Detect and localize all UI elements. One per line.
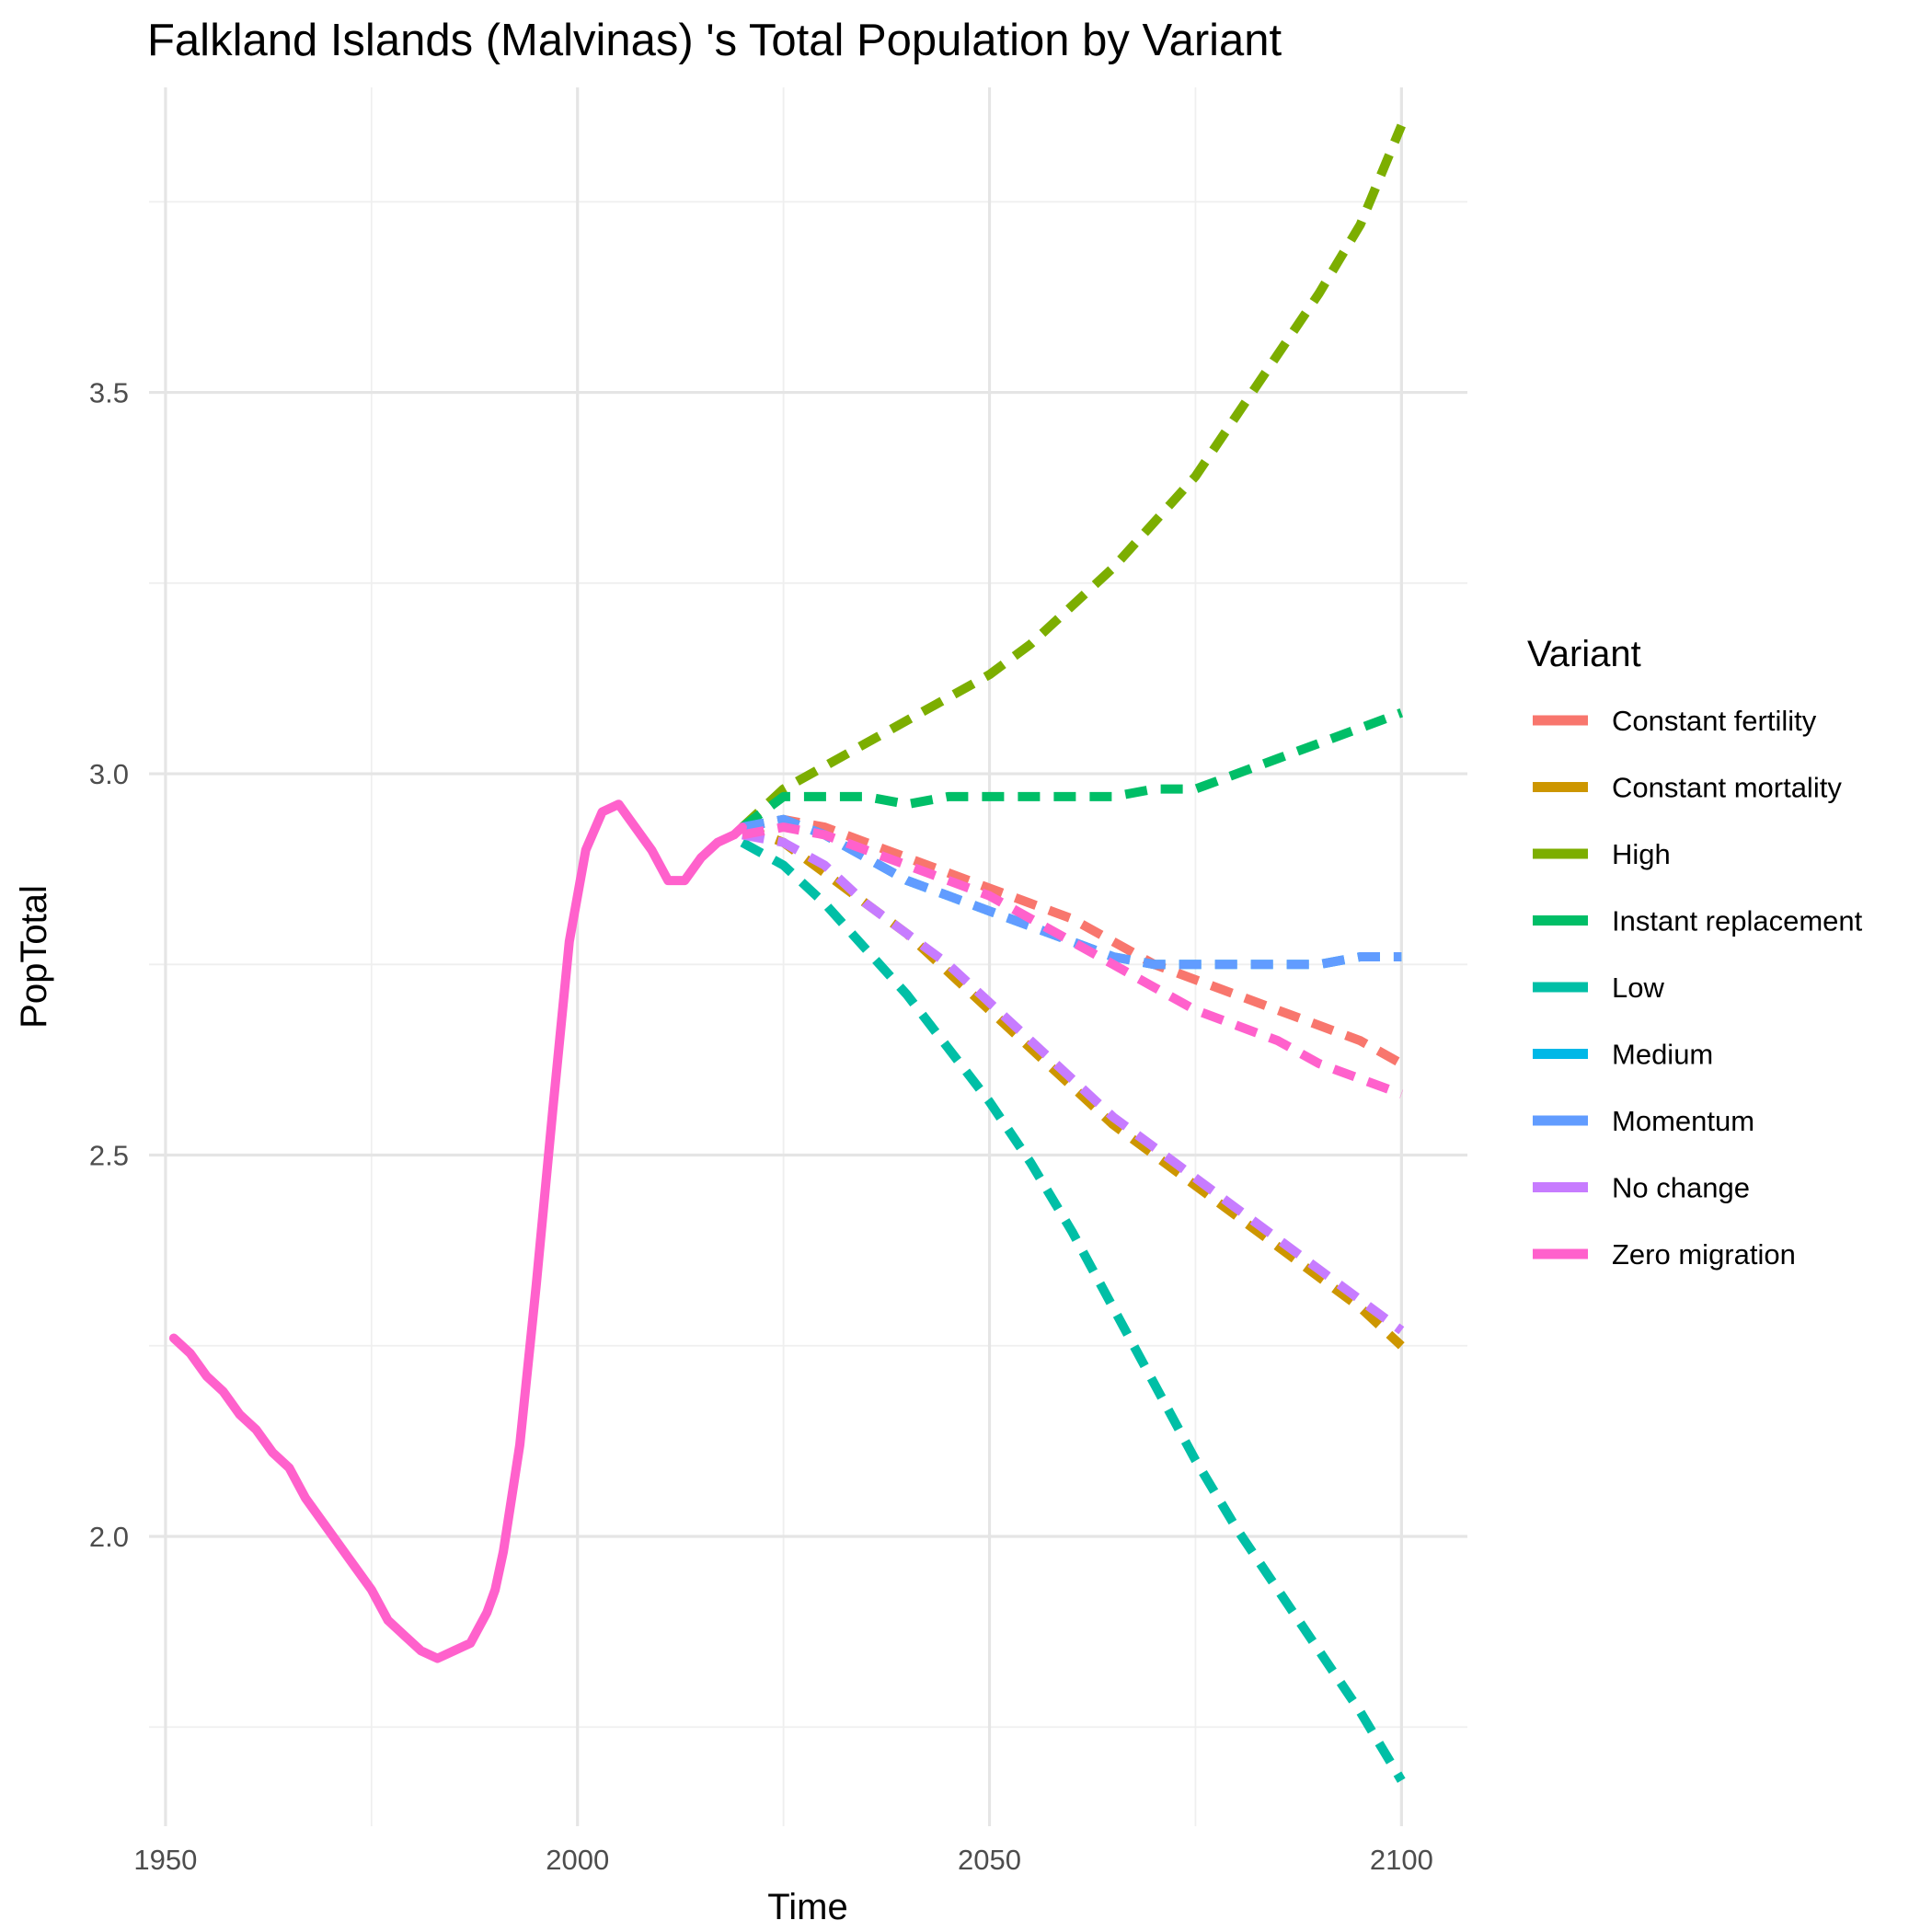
legend-item: High [1533,838,1671,870]
series-line-momentum [741,814,1402,970]
legend-item: Low [1533,972,1664,1004]
legend-label: No change [1612,1172,1750,1204]
legend-item: Medium [1533,1039,1713,1071]
series-line-low [740,838,1406,1783]
historical-line [168,799,747,1663]
grid-lines [149,87,1467,1826]
y-tick-label: 2.0 [89,1521,129,1553]
chart-title: Falkland Islands (Malvinas) 's Total Pop… [147,16,1282,65]
x-tick-label: 2000 [546,1844,609,1876]
y-tick-label: 3.0 [89,758,129,790]
legend-label: Constant mortality [1612,772,1842,804]
legend-label: Medium [1612,1039,1713,1071]
series-line-high [739,123,1406,831]
x-tick-label: 2050 [958,1844,1021,1876]
legend-label: High [1612,838,1671,870]
series-lines [168,123,1406,1783]
series-line-zero-migration [741,822,1404,1098]
y-axis-ticks: 2.0 2.5 3.0 3.5 [89,377,129,1553]
legend-item: No change [1533,1172,1750,1204]
legend-item: Instant replacement [1533,905,1863,937]
legend-item: Momentum [1533,1105,1754,1137]
x-axis-ticks: 1950 2000 2050 2100 [133,1844,1432,1876]
y-tick-label: 3.5 [89,377,129,409]
legend-label: Momentum [1612,1105,1754,1137]
series-line-instant-replacement [739,708,1404,832]
legend-label: Low [1612,972,1664,1004]
legend-item: Constant mortality [1533,772,1842,804]
series-line-no-change [741,830,1405,1335]
legend: Variant Constant fertility Constant morta… [1527,634,1863,1271]
legend-title: Variant [1527,634,1641,674]
legend-label: Zero migration [1612,1238,1796,1271]
series-line-constant-mortality [741,822,1405,1350]
legend-label: Instant replacement [1612,905,1863,937]
legend-label: Constant fertility [1612,705,1817,737]
y-tick-label: 2.5 [89,1140,129,1172]
y-axis-title: PopTotal [14,885,54,1029]
x-tick-label: 1950 [133,1844,197,1876]
series-line-medium [741,814,1402,970]
x-axis-title: Time [767,1887,847,1927]
legend-item: Zero migration [1533,1238,1796,1271]
legend-item: Constant fertility [1533,705,1817,737]
x-tick-label: 2100 [1370,1844,1433,1876]
series-line-constant-fertility [741,814,1404,1068]
